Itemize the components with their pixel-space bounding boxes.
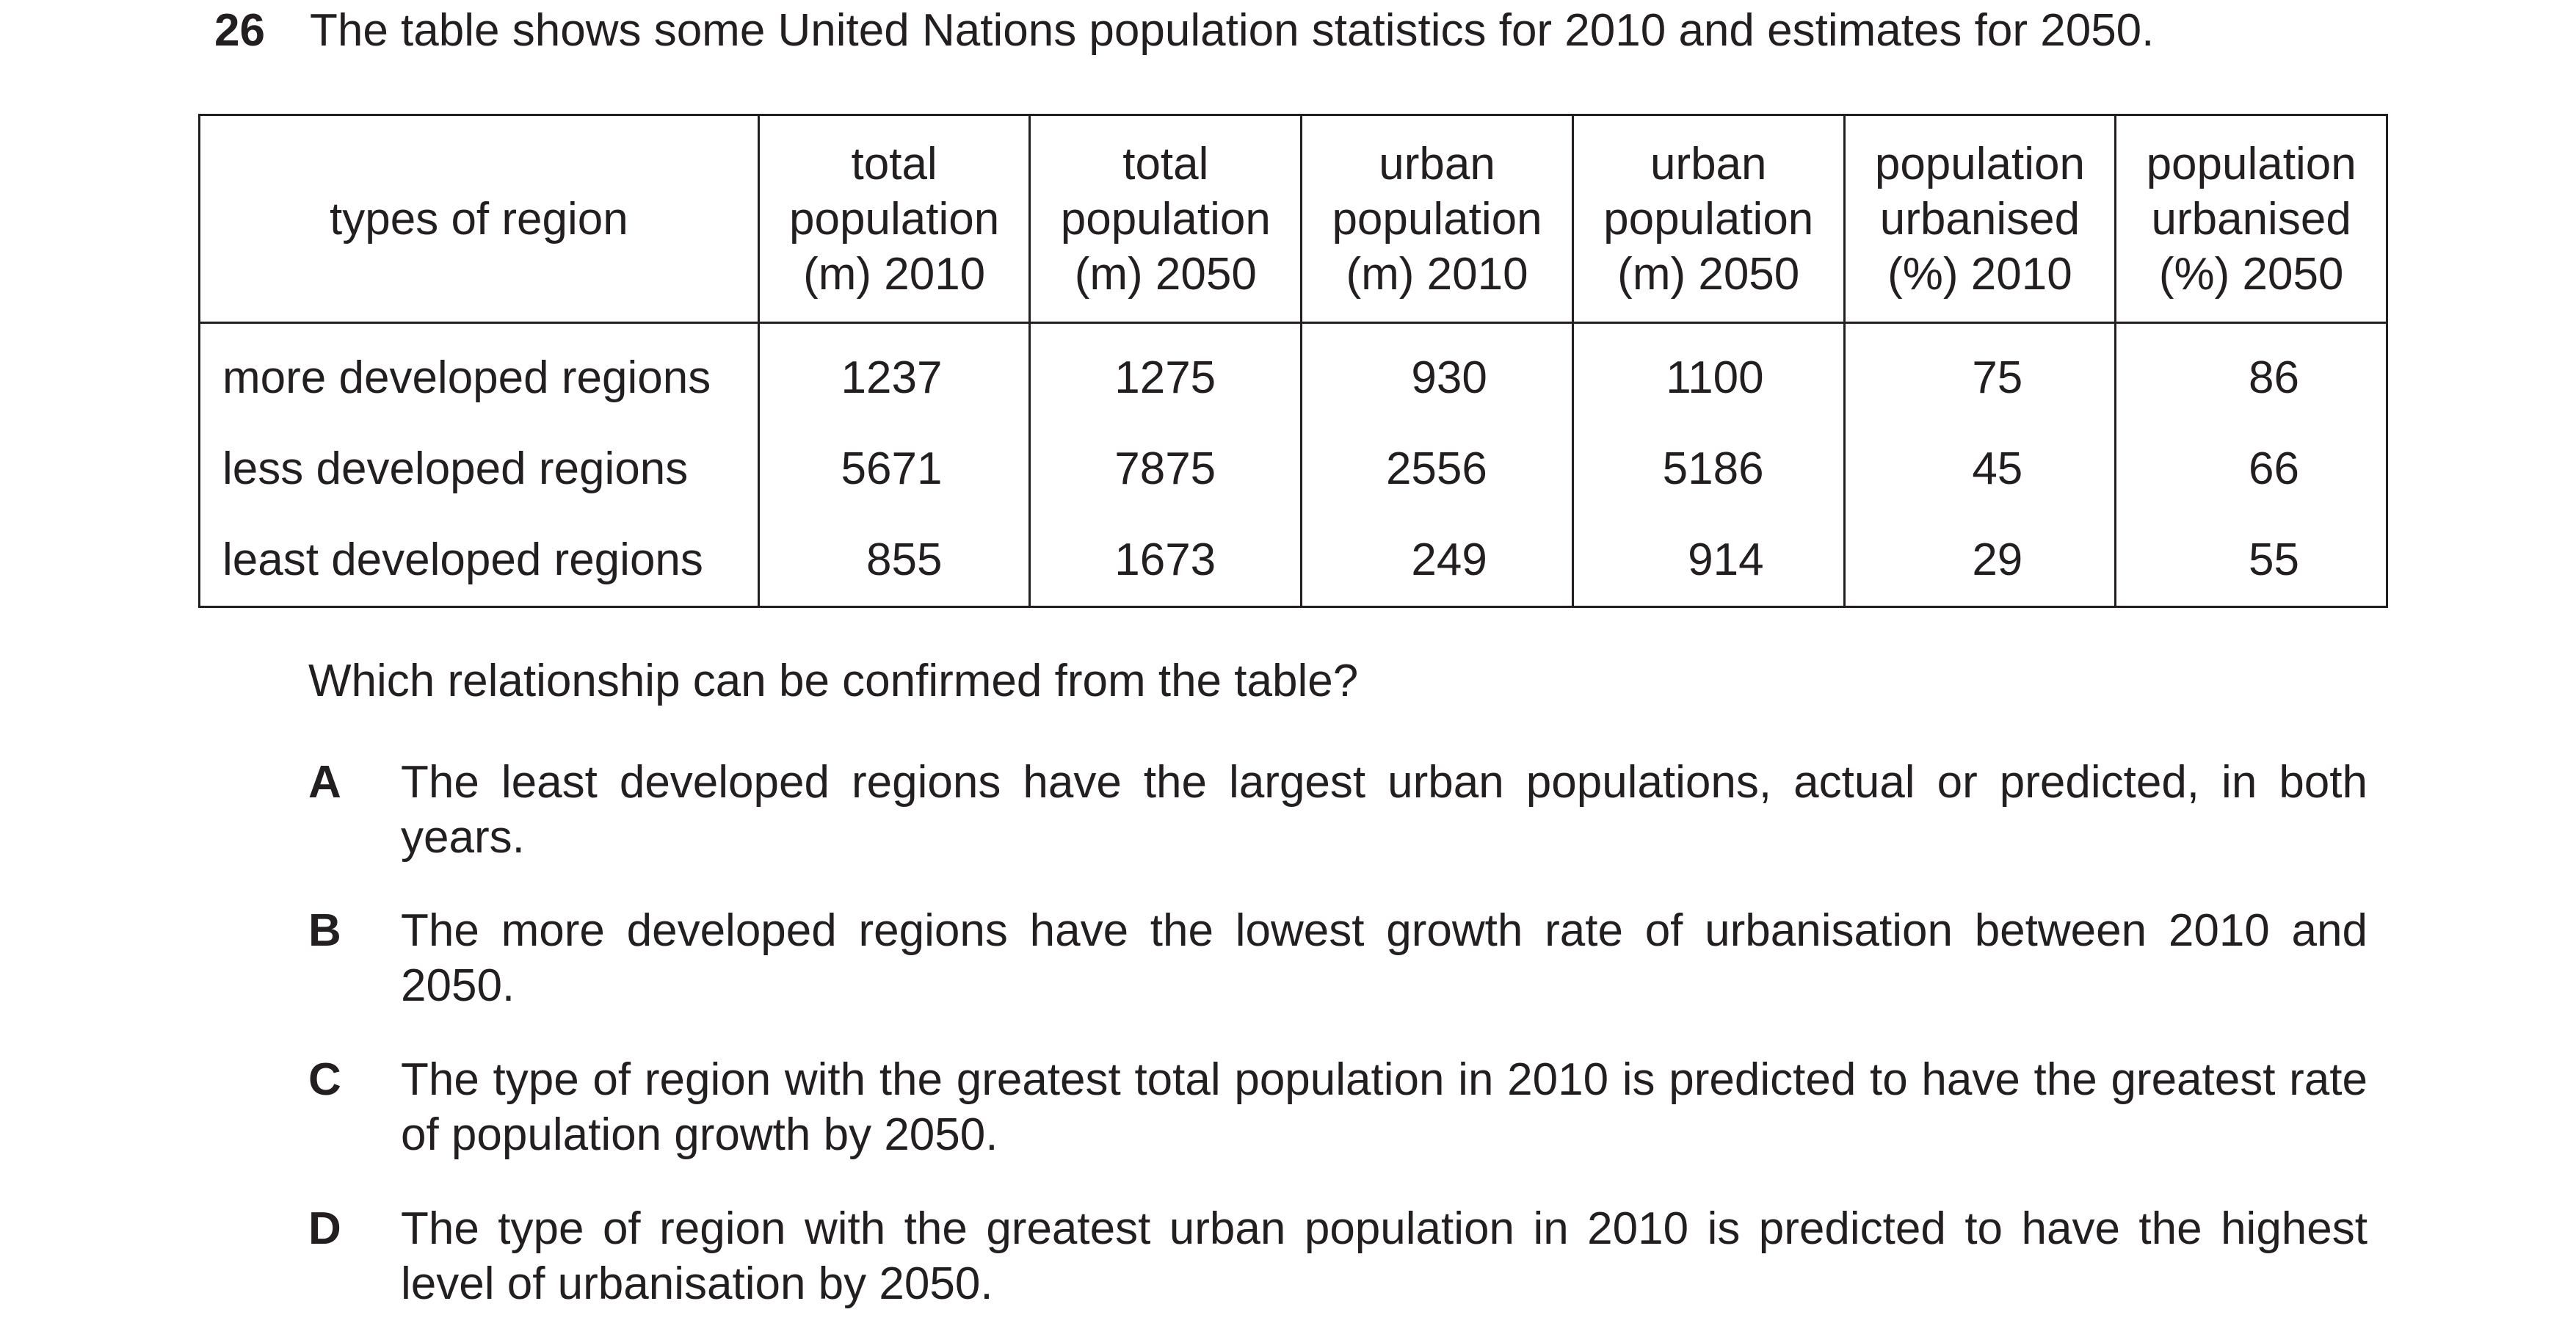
option-letter: C (308, 1054, 341, 1105)
header-urban-population-2050: urban population (m) 2050 (1571, 114, 1846, 324)
option-text: The type of region with the greatest urb… (401, 1203, 2368, 1309)
table-cell: 29 (1843, 515, 2117, 608)
table-cell: 86 (2114, 322, 2388, 424)
region-name: less developed regions (198, 424, 760, 515)
header-population-urbanised-2010: population urbanised (%) 2010 (1843, 114, 2117, 324)
table-row: least developed regions 855 1673 249 914… (198, 515, 2388, 608)
option-text: The least developed regions have the lar… (401, 757, 2368, 863)
table-cell: 7875 (1028, 424, 1303, 515)
table-cell: 55 (2114, 515, 2388, 608)
table-cell: 45 (1843, 424, 2117, 515)
option-d[interactable]: D The type of region with the greatest u… (308, 1201, 2368, 1311)
option-c[interactable]: C The type of region with the greatest t… (308, 1052, 2368, 1162)
table-cell: 930 (1300, 322, 1574, 424)
table-cell: 66 (2114, 424, 2388, 515)
header-total-population-2010: total population (m) 2010 (757, 114, 1031, 324)
table-row: more developed regions 1237 1275 930 110… (198, 322, 2388, 424)
region-name: least developed regions (198, 515, 760, 608)
option-letter: B (308, 905, 341, 956)
table-cell: 5186 (1571, 424, 1846, 515)
table-cell: 914 (1571, 515, 1846, 608)
option-b[interactable]: B The more developed regions have the lo… (308, 903, 2368, 1013)
header-types-of-region: types of region (198, 114, 760, 324)
table-row: less developed regions 5671 7875 2556 51… (198, 424, 2388, 515)
question-text: The table shows some United Nations popu… (310, 5, 2155, 56)
option-text: The more developed regions have the lowe… (401, 905, 2368, 1011)
region-name: more developed regions (198, 322, 760, 424)
table-cell: 1100 (1571, 322, 1846, 424)
table-cell: 5671 (757, 424, 1031, 515)
table-cell: 2556 (1300, 424, 1574, 515)
table-header-row: types of region total population (m) 2010 … (198, 114, 2388, 324)
question-number: 26 (214, 5, 265, 56)
option-a[interactable]: A The least developed regions have the l… (308, 755, 2368, 865)
header-total-population-2050: total population (m) 2050 (1028, 114, 1303, 324)
table-cell: 1237 (757, 322, 1031, 424)
table-cell: 855 (757, 515, 1031, 608)
option-letter: D (308, 1203, 341, 1254)
header-urban-population-2010: urban population (m) 2010 (1300, 114, 1574, 324)
option-letter: A (308, 757, 341, 808)
question-prompt: Which relationship can be confirmed from… (308, 656, 1359, 706)
table-cell: 249 (1300, 515, 1574, 608)
table-cell: 1673 (1028, 515, 1303, 608)
table-cell: 75 (1843, 322, 2117, 424)
population-table: types of region total population (m) 2010 … (198, 114, 2388, 608)
question-header: 26 The table shows some United Nations po… (214, 3, 2154, 59)
option-text: The type of region with the greatest tot… (401, 1054, 2368, 1160)
table-cell: 1275 (1028, 322, 1303, 424)
header-population-urbanised-2050: population urbanised (%) 2050 (2114, 114, 2388, 324)
